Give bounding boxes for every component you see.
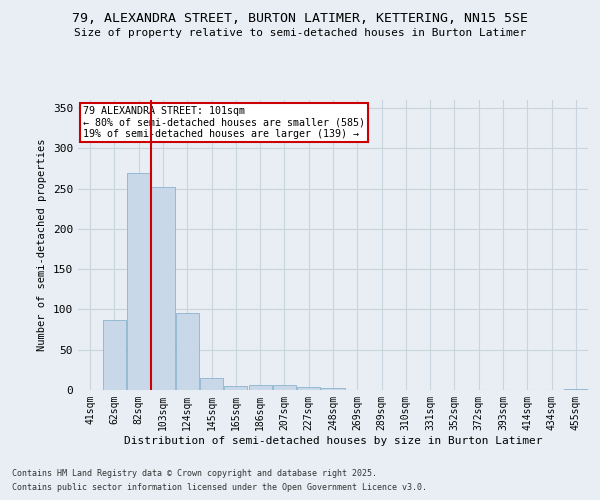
Bar xyxy=(565,389,587,390)
Bar xyxy=(297,387,320,390)
X-axis label: Distribution of semi-detached houses by size in Burton Latimer: Distribution of semi-detached houses by … xyxy=(124,436,542,446)
Bar xyxy=(103,320,126,390)
Bar xyxy=(200,378,223,390)
Bar xyxy=(224,386,247,390)
Text: 79 ALEXANDRA STREET: 101sqm
← 80% of semi-detached houses are smaller (585)
19% : 79 ALEXANDRA STREET: 101sqm ← 80% of sem… xyxy=(83,106,365,139)
Bar xyxy=(248,385,272,390)
Text: Size of property relative to semi-detached houses in Burton Latimer: Size of property relative to semi-detach… xyxy=(74,28,526,38)
Bar xyxy=(322,388,344,390)
Bar xyxy=(151,187,175,390)
Bar xyxy=(273,385,296,390)
Text: Contains HM Land Registry data © Crown copyright and database right 2025.: Contains HM Land Registry data © Crown c… xyxy=(12,468,377,477)
Text: 79, ALEXANDRA STREET, BURTON LATIMER, KETTERING, NN15 5SE: 79, ALEXANDRA STREET, BURTON LATIMER, KE… xyxy=(72,12,528,26)
Bar xyxy=(176,314,199,390)
Bar xyxy=(127,172,150,390)
Text: Contains public sector information licensed under the Open Government Licence v3: Contains public sector information licen… xyxy=(12,484,427,492)
Y-axis label: Number of semi-detached properties: Number of semi-detached properties xyxy=(37,138,47,352)
